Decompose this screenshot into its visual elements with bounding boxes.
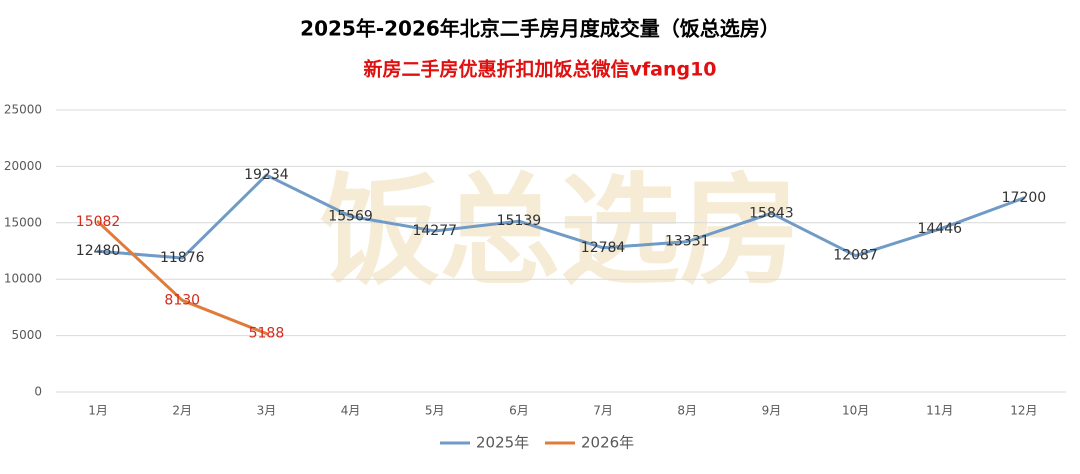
- x-tick-label: 5月: [425, 404, 445, 418]
- y-tick-label: 5000: [11, 328, 42, 342]
- data-label: 15139: [497, 213, 542, 229]
- data-label: 13331: [665, 234, 710, 250]
- y-tick-label: 10000: [4, 272, 42, 286]
- data-label: 12480: [76, 243, 121, 259]
- y-tick-label: 15000: [4, 215, 42, 229]
- x-tick-label: 11月: [926, 404, 953, 418]
- data-label: 15843: [749, 205, 794, 221]
- chart-subtitle: 新房二手房优惠折扣加饭总微信vfang10: [363, 58, 716, 81]
- y-tick-label: 25000: [4, 103, 42, 117]
- x-tick-label: 8月: [677, 404, 697, 418]
- data-label: 15082: [76, 214, 121, 230]
- x-tick-label: 10月: [842, 404, 869, 418]
- data-label: 11876: [160, 250, 205, 266]
- x-tick-label: 7月: [593, 404, 613, 418]
- series-line: [96, 220, 268, 335]
- data-label: 5188: [249, 325, 285, 341]
- chart-title: 2025年-2026年北京二手房月度成交量（饭总选房）: [300, 17, 780, 41]
- data-label: 14446: [917, 221, 962, 237]
- y-tick-label: 0: [34, 385, 42, 399]
- x-tick-label: 12月: [1010, 404, 1037, 418]
- legend-label: 2026年: [581, 434, 634, 452]
- y-tick-label: 20000: [4, 159, 42, 173]
- series-line: [96, 173, 1026, 260]
- data-label: 19234: [244, 167, 289, 183]
- x-tick-label: 2月: [172, 404, 192, 418]
- x-tick-label: 1月: [88, 404, 108, 418]
- data-label: 12784: [581, 240, 626, 256]
- legend-label: 2025年: [476, 434, 529, 452]
- x-tick-label: 4月: [341, 404, 361, 418]
- data-label: 14277: [412, 223, 457, 239]
- x-tick-label: 3月: [257, 404, 277, 418]
- data-label: 15569: [328, 208, 373, 224]
- watermark: 饭总选房: [320, 163, 800, 302]
- data-label: 17200: [1002, 190, 1047, 206]
- x-tick-label: 6月: [509, 404, 529, 418]
- data-label: 8130: [164, 292, 200, 308]
- data-label: 12087: [833, 248, 878, 264]
- x-tick-label: 9月: [762, 404, 782, 418]
